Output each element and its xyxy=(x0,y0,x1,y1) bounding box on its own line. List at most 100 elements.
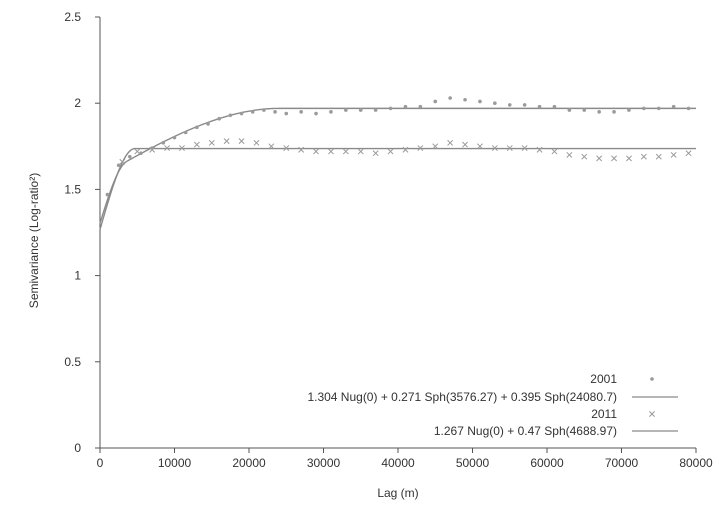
model-curve-1 xyxy=(99,107,696,224)
data-point-2011 xyxy=(581,153,588,160)
marker-stroke xyxy=(655,153,662,160)
marker-stroke xyxy=(685,150,692,157)
data-point-2011 xyxy=(536,146,543,153)
y-tick-label: 1 xyxy=(74,269,81,283)
data-point-2001 xyxy=(206,122,210,126)
data-point-2001 xyxy=(642,106,646,111)
marker-stroke xyxy=(164,145,171,151)
marker-stroke xyxy=(119,158,126,165)
data-point-2001 xyxy=(329,110,333,114)
legend-marker-2011 xyxy=(649,411,655,417)
data-point-2011 xyxy=(164,145,171,151)
data-point-2011 xyxy=(521,145,528,151)
x-tick-label: 30000 xyxy=(307,456,341,470)
data-point-2001 xyxy=(612,110,616,114)
legend-model-label-2: 1.267 Nug(0) + 0.47 Sph(4688.97) xyxy=(434,424,617,438)
data-point-2011 xyxy=(149,146,156,153)
data-point-2011 xyxy=(223,138,230,145)
data-point-2011 xyxy=(491,145,498,151)
marker-stroke xyxy=(640,153,647,160)
marker-stroke xyxy=(566,151,573,158)
data-point-2001 xyxy=(448,96,452,100)
legend-model-label-1: 1.304 Nug(0) + 0.271 Sph(3576.27) + 0.39… xyxy=(307,390,617,404)
data-point-2011 xyxy=(327,148,334,155)
marker-stroke xyxy=(536,146,543,153)
data-point-2001 xyxy=(686,106,691,111)
marker-stroke xyxy=(342,148,349,155)
legend-label-2001: 2001 xyxy=(590,372,617,386)
data-point-2001 xyxy=(373,108,378,112)
marker-stroke xyxy=(387,148,394,155)
data-point-2001 xyxy=(627,108,631,112)
y-tick-label: 0.5 xyxy=(64,355,81,369)
data-point-2011 xyxy=(655,153,662,160)
data-point-2001 xyxy=(507,103,512,107)
marker-stroke xyxy=(268,143,275,150)
x-tick-label: 50000 xyxy=(456,456,490,470)
y-axis-title: Semivariance (Log-ratio²) xyxy=(27,173,41,308)
y-tick-label: 0 xyxy=(74,441,81,455)
marker-stroke xyxy=(649,411,655,417)
data-point-2011 xyxy=(417,145,424,151)
data-point-2001 xyxy=(183,130,188,135)
marker-stroke xyxy=(506,145,513,151)
data-point-2001 xyxy=(582,108,587,112)
data-point-2011 xyxy=(506,145,513,151)
marker-stroke xyxy=(432,143,439,150)
marker-stroke xyxy=(208,139,215,146)
data-point-2011 xyxy=(387,148,394,155)
marker-stroke xyxy=(178,145,185,151)
data-point-2001 xyxy=(116,163,121,168)
legend-label-2011: 2011 xyxy=(591,407,617,421)
data-point-2011 xyxy=(357,148,364,155)
data-point-2001 xyxy=(597,110,601,114)
marker-stroke xyxy=(625,155,632,162)
data-point-2011 xyxy=(685,150,692,157)
x-axis-title: Lag (m) xyxy=(377,486,418,500)
marker-stroke xyxy=(327,148,334,155)
data-point-2011 xyxy=(611,155,618,162)
data-point-2001 xyxy=(552,104,557,109)
data-point-2011 xyxy=(551,148,558,155)
axes: 0 10000 20000 30000 40000 50000 60000 70000 8000… xyxy=(27,10,713,500)
x-tick-label: 10000 xyxy=(158,456,192,470)
data-point-2011 xyxy=(268,143,275,150)
x-tick-label: 80000 xyxy=(679,456,713,470)
data-point-2011 xyxy=(119,158,126,165)
data-point-2011 xyxy=(372,150,379,157)
marker-stroke xyxy=(611,155,618,162)
marker-stroke xyxy=(447,139,454,146)
data-point-2001 xyxy=(537,104,542,109)
data-point-2001 xyxy=(250,110,255,114)
data-point-2001 xyxy=(433,99,438,104)
data-point-2011 xyxy=(670,151,677,158)
data-point-2011 xyxy=(462,141,469,148)
data-point-2001 xyxy=(284,111,289,116)
y-tick-label: 2.5 xyxy=(64,10,81,24)
data-point-2001 xyxy=(418,104,423,109)
data-point-2011 xyxy=(596,155,603,162)
data-point-2011 xyxy=(402,146,409,153)
marker-stroke xyxy=(238,138,245,145)
data-point-2011 xyxy=(298,146,305,153)
marker-stroke xyxy=(417,145,424,151)
data-point-2001 xyxy=(273,110,277,114)
data-point-2001 xyxy=(403,104,408,109)
marker-stroke xyxy=(313,148,320,155)
data-point-2011 xyxy=(193,141,200,148)
data-point-2011 xyxy=(447,139,454,146)
data-point-2001 xyxy=(671,104,676,109)
x-tick-label: 40000 xyxy=(381,456,415,470)
x-tick-label: 60000 xyxy=(530,456,564,470)
data-point-2001 xyxy=(478,99,482,104)
data-point-2011 xyxy=(313,148,320,155)
data-point-2011 xyxy=(476,143,483,150)
data-point-2001 xyxy=(314,111,318,116)
data-point-2001 xyxy=(463,97,467,102)
data-point-2001 xyxy=(262,108,266,112)
data-point-2001 xyxy=(239,111,244,116)
data-point-2011 xyxy=(238,138,245,145)
data-point-2001 xyxy=(493,101,497,105)
data-point-2011 xyxy=(566,151,573,158)
